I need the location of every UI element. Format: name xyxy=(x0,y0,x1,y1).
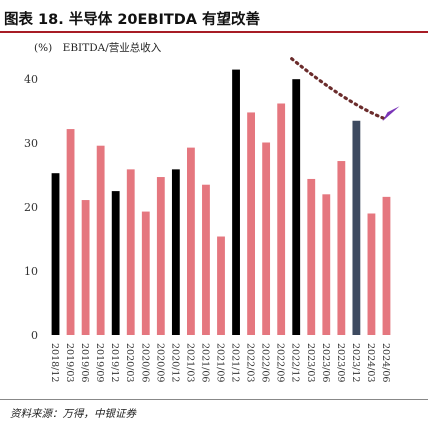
bar xyxy=(171,169,180,335)
x-tick-label: 2020/12 xyxy=(169,343,180,382)
source-divider xyxy=(0,399,428,400)
bar xyxy=(111,191,120,335)
x-tick-label: 2018/12 xyxy=(49,343,60,382)
bar xyxy=(51,173,60,335)
bar xyxy=(217,236,225,335)
bar xyxy=(156,177,165,335)
x-tick-label: 2022/03 xyxy=(245,343,256,382)
y-tick-label: 40 xyxy=(24,73,38,86)
bar xyxy=(126,169,135,335)
chart-title: 图表 18. 半导体 20EBITDA 有望改善 xyxy=(4,12,261,28)
x-tick-label: 2022/09 xyxy=(275,343,286,382)
x-tick-label: 2019/09 xyxy=(94,343,105,382)
bar xyxy=(66,129,75,335)
bar xyxy=(247,112,255,335)
y-tick-label: 20 xyxy=(24,201,38,214)
bar xyxy=(382,196,391,335)
x-tick-label: 2024/03 xyxy=(365,343,376,382)
x-tick-label: 2019/03 xyxy=(64,343,75,382)
x-tick-label: 2021/09 xyxy=(215,343,226,382)
x-tick-label: 2023/12 xyxy=(350,343,361,382)
bar xyxy=(352,120,361,335)
x-tick-label: 2020/09 xyxy=(154,343,165,382)
bar xyxy=(232,69,240,336)
source-note: 资料来源：万得，中银证券 xyxy=(10,408,136,420)
title-divider xyxy=(0,31,428,33)
bar xyxy=(367,213,376,335)
bars-group xyxy=(51,69,391,336)
x-tick-label: 2019/12 xyxy=(109,343,120,382)
x-axis-labels: 2018/12 2019/03 2019/06 2019/09 2019/12 2020/… xyxy=(49,343,391,382)
x-tick-label: 2021/03 xyxy=(184,343,195,382)
bar xyxy=(202,184,210,335)
x-tick-label: 2022/12 xyxy=(290,343,301,382)
bar xyxy=(277,103,286,335)
x-tick-label: 2019/06 xyxy=(79,343,90,382)
x-tick-label: 2020/06 xyxy=(139,343,150,382)
bar xyxy=(81,200,90,335)
bar xyxy=(262,142,271,335)
bar xyxy=(322,194,331,335)
bar xyxy=(337,161,346,335)
x-tick-label: 2021/12 xyxy=(230,343,241,382)
bar xyxy=(292,79,301,336)
bar xyxy=(96,145,105,335)
x-tick-label: 2022/06 xyxy=(260,343,271,382)
x-tick-label: 2023/09 xyxy=(335,343,346,382)
y-axis: 0 10 20 30 40 xyxy=(24,73,38,342)
y-tick-label: 10 xyxy=(24,265,38,278)
y-tick-label: 30 xyxy=(24,137,38,150)
bar xyxy=(307,178,316,335)
trend-arrow-head-icon xyxy=(382,106,400,122)
x-tick-label: 2023/06 xyxy=(320,343,331,382)
x-tick-label: 2021/06 xyxy=(199,343,210,382)
x-tick-label: 2020/03 xyxy=(124,343,135,382)
bar xyxy=(141,211,150,335)
x-tick-label: 2023/03 xyxy=(305,343,316,382)
x-tick-label: 2024/06 xyxy=(380,343,391,382)
y-tick-label: 0 xyxy=(31,329,38,342)
bar xyxy=(187,147,195,335)
trend-arrow-line xyxy=(290,57,386,120)
trend-annotation xyxy=(290,57,400,122)
y-axis-unit-label: (%) EBITDA/营业总收入 xyxy=(34,42,162,54)
